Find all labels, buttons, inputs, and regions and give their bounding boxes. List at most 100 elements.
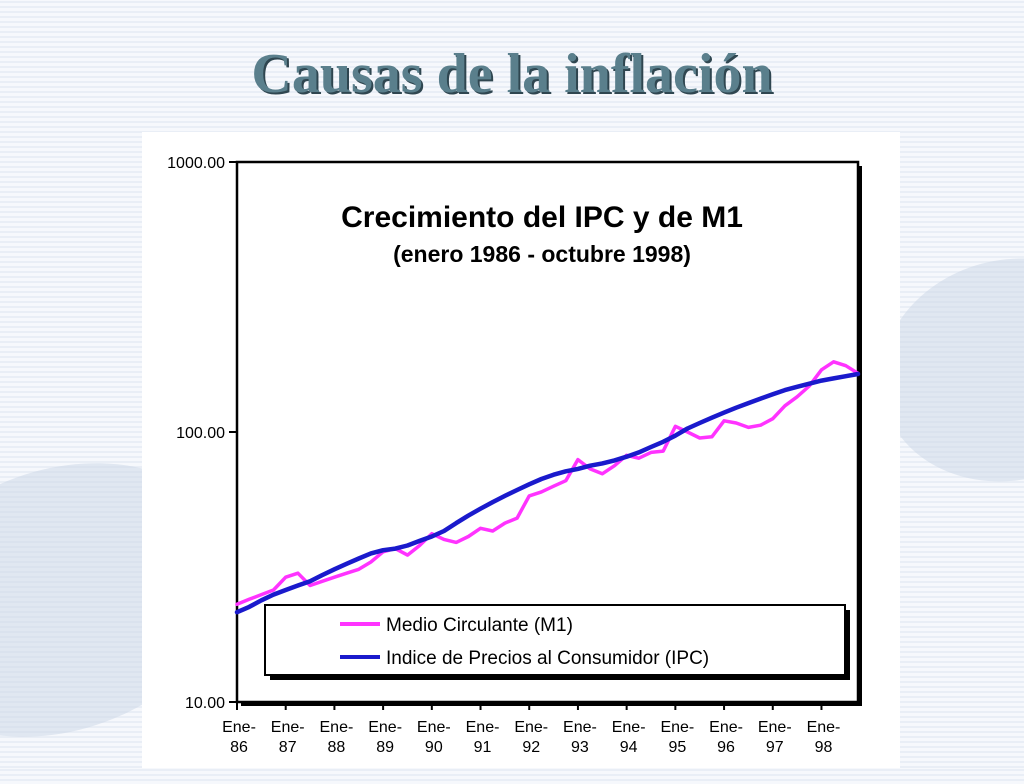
data-point-m1 bbox=[272, 588, 275, 592]
data-point-ipc bbox=[235, 611, 239, 614]
legend-label-ipc: Indice de Precios al Consumidor (IPC) bbox=[386, 648, 709, 669]
x-tick-label-year: 90 bbox=[425, 739, 443, 756]
x-tick-label-year: 89 bbox=[376, 739, 394, 756]
data-point-m1 bbox=[503, 521, 507, 525]
data-point-ipc bbox=[698, 421, 701, 425]
data-point-ipc bbox=[552, 473, 555, 476]
data-point-m1 bbox=[637, 457, 640, 460]
data-point-m1 bbox=[540, 490, 543, 494]
x-tick-label-month: Ene- bbox=[320, 719, 354, 736]
data-point-ipc bbox=[430, 535, 433, 538]
x-tick-label-month: Ene- bbox=[368, 719, 402, 736]
data-point-m1 bbox=[345, 572, 348, 575]
data-point-ipc bbox=[369, 552, 373, 555]
data-point-ipc bbox=[735, 406, 738, 409]
data-point-ipc bbox=[503, 494, 507, 498]
data-point-m1 bbox=[296, 572, 300, 575]
data-point-m1 bbox=[759, 424, 762, 427]
x-tick-label-year: 93 bbox=[571, 739, 589, 756]
data-point-ipc bbox=[649, 445, 653, 449]
data-point-ipc bbox=[272, 593, 275, 596]
data-point-m1 bbox=[844, 364, 847, 367]
data-point-ipc bbox=[284, 588, 287, 592]
slide-title: Causas de la inflación bbox=[251, 43, 773, 105]
x-tick-label-month: Ene- bbox=[709, 719, 743, 736]
series-line-m1 bbox=[235, 360, 860, 607]
x-tick-label-year: 86 bbox=[230, 739, 248, 756]
data-point-ipc bbox=[795, 385, 799, 388]
data-point-ipc bbox=[771, 393, 774, 396]
series-line-ipc bbox=[234, 371, 861, 615]
data-point-ipc bbox=[576, 467, 580, 471]
data-point-ipc bbox=[321, 573, 324, 577]
x-tick-label-month: Ene- bbox=[660, 719, 694, 736]
data-point-ipc bbox=[406, 544, 409, 547]
y-tick-label: 100.00 bbox=[176, 425, 225, 442]
data-point-m1 bbox=[369, 560, 373, 564]
data-point-m1 bbox=[783, 404, 787, 407]
data-point-m1 bbox=[795, 395, 799, 398]
x-tick-label-year: 88 bbox=[328, 739, 346, 756]
data-point-m1 bbox=[710, 435, 714, 438]
data-point-ipc bbox=[686, 427, 689, 430]
data-point-ipc bbox=[260, 599, 263, 602]
data-point-m1 bbox=[406, 553, 409, 557]
x-tick-label-year: 87 bbox=[279, 739, 297, 756]
data-point-ipc bbox=[333, 568, 336, 571]
x-tick-label-month: Ene- bbox=[222, 719, 256, 736]
chart-title: Crecimiento del IPC y de M1 bbox=[341, 201, 743, 234]
x-tick-label-year: 92 bbox=[522, 739, 540, 756]
data-point-ipc bbox=[515, 488, 519, 492]
chart-subtitle: (enero 1986 - octubre 1998) bbox=[393, 241, 691, 267]
data-point-m1 bbox=[735, 421, 738, 425]
x-tick-label-month: Ene- bbox=[466, 719, 500, 736]
data-point-m1 bbox=[698, 436, 701, 440]
data-point-ipc bbox=[479, 507, 482, 510]
data-point-ipc bbox=[747, 401, 750, 405]
x-tick-label-month: Ene- bbox=[417, 719, 451, 736]
data-point-m1 bbox=[418, 544, 421, 547]
data-point-m1 bbox=[613, 464, 616, 467]
data-point-ipc bbox=[248, 605, 251, 609]
data-point-ipc bbox=[394, 547, 397, 550]
data-point-m1 bbox=[308, 584, 312, 587]
data-point-ipc bbox=[759, 397, 762, 400]
data-point-ipc bbox=[637, 451, 640, 454]
data-point-ipc bbox=[418, 539, 421, 543]
legend-label-m1: Medio Circulante (M1) bbox=[386, 615, 573, 636]
data-point-ipc bbox=[588, 464, 592, 467]
data-point-ipc bbox=[625, 455, 628, 458]
x-tick-label-year: 91 bbox=[474, 739, 492, 756]
data-point-m1 bbox=[601, 472, 604, 475]
data-point-ipc bbox=[540, 477, 543, 481]
data-point-ipc bbox=[357, 557, 360, 560]
x-tick-label-year: 95 bbox=[668, 739, 686, 756]
data-point-m1 bbox=[588, 467, 592, 471]
y-axis: 10.00 100.00 1000.00 bbox=[167, 155, 237, 712]
x-tick-label-month: Ene- bbox=[612, 719, 646, 736]
data-point-ipc bbox=[722, 411, 726, 414]
x-tick-label-year: 97 bbox=[766, 739, 784, 756]
data-point-ipc bbox=[296, 584, 300, 587]
data-point-m1 bbox=[747, 426, 750, 429]
data-point-ipc bbox=[455, 521, 458, 525]
x-tick-label-year: 98 bbox=[815, 739, 833, 756]
data-point-m1 bbox=[771, 417, 774, 420]
x-tick-label-month: Ene- bbox=[271, 719, 305, 736]
data-point-ipc bbox=[808, 382, 811, 385]
data-point-m1 bbox=[820, 368, 823, 371]
data-point-m1 bbox=[321, 580, 324, 583]
data-point-m1 bbox=[467, 535, 470, 538]
x-tick-label-month: Ene- bbox=[563, 719, 597, 736]
data-point-m1 bbox=[649, 451, 653, 454]
data-point-ipc bbox=[662, 440, 665, 443]
y-tick-label: 10.00 bbox=[185, 695, 225, 712]
data-point-ipc bbox=[710, 416, 714, 419]
x-tick-label-month: Ene- bbox=[807, 719, 841, 736]
data-point-m1 bbox=[333, 576, 336, 579]
data-point-m1 bbox=[479, 527, 482, 530]
data-point-m1 bbox=[357, 568, 360, 571]
data-point-ipc bbox=[564, 470, 567, 473]
data-point-ipc bbox=[783, 388, 787, 392]
x-axis: Ene- 86 Ene- 87 Ene- 88 Ene- 89 Ene- 90 Ene- 91 Ene-… bbox=[222, 702, 840, 756]
